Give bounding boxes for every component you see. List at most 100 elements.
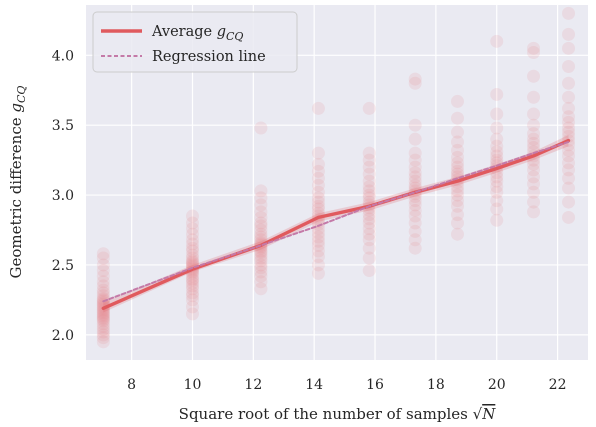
sample-point-5-13 [408, 174, 422, 188]
sample-point-2-19 [254, 223, 268, 237]
sample-point-8-16 [527, 90, 541, 104]
sample-point-6-19 [450, 111, 464, 125]
sample-point-5-1 [408, 233, 422, 247]
sample-point-8-18 [527, 46, 541, 60]
sample-point-3-22 [311, 157, 325, 171]
sample-point-5-21 [408, 76, 422, 90]
sample-point-3-15 [311, 199, 325, 213]
sample-point-3-19 [311, 178, 325, 192]
sample-point-8-10 [527, 141, 541, 155]
sample-point-1-0 [185, 307, 199, 321]
sample-point-8-5 [527, 163, 541, 177]
sample-point-7-13 [490, 145, 504, 159]
sample-point-3-3 [311, 244, 325, 258]
sample-point-3-0 [311, 266, 325, 280]
sample-point-1-4 [185, 286, 199, 300]
sample-point-4-4 [362, 227, 376, 241]
sample-point-8-2 [527, 185, 541, 199]
x-tick-label-1: 10 [184, 377, 202, 393]
sample-point-3-17 [311, 191, 325, 205]
sample-point-9-18 [562, 59, 576, 73]
legend-regression-label: Regression line [152, 49, 266, 65]
x-tick-label-4: 16 [366, 377, 384, 393]
sample-point-8-1 [527, 195, 541, 209]
y-tick-label-1: 2.5 [52, 258, 74, 274]
sample-point-9-1 [562, 195, 576, 209]
sample-point-6-4 [450, 194, 464, 208]
sample-point-0-29 [96, 269, 110, 283]
x-tick-labels: 8 10 12 14 16 18 20 22 [127, 377, 566, 393]
sample-point-2-0 [254, 282, 268, 296]
sample-point-4-2 [362, 241, 376, 255]
sample-point-8-4 [527, 170, 541, 184]
sample-point-7-17 [490, 107, 504, 121]
sample-point-8-19 [527, 41, 541, 55]
sample-point-6-5 [450, 188, 464, 202]
y-tick-label-4: 4.0 [52, 48, 74, 64]
sample-point-4-21 [362, 146, 376, 160]
sample-point-1-24 [185, 241, 199, 255]
sample-point-0-1 [96, 331, 110, 345]
sample-point-8-15 [527, 107, 541, 121]
sample-point-9-16 [562, 90, 576, 104]
sample-point-1-26 [185, 233, 199, 247]
sample-point-1-25 [185, 237, 199, 251]
sample-point-9-19 [562, 41, 576, 55]
sample-point-0-2 [96, 328, 110, 342]
sample-point-4-5 [362, 222, 376, 236]
sample-point-6-15 [450, 150, 464, 164]
sample-point-3-24 [311, 101, 325, 115]
sample-point-4-16 [362, 180, 376, 194]
sample-point-4-15 [362, 184, 376, 198]
sample-point-7-14 [490, 139, 504, 153]
sample-point-0-12 [96, 307, 110, 321]
sample-point-3-21 [311, 164, 325, 178]
sample-point-0-9 [96, 311, 110, 325]
sample-point-3-7 [311, 226, 325, 240]
sample-point-9-20 [562, 27, 576, 41]
sample-point-0-13 [96, 305, 110, 319]
sample-point-5-6 [408, 198, 422, 212]
sample-point-4-0 [362, 264, 376, 278]
sample-point-9-14 [562, 110, 576, 124]
sample-point-1-30 [185, 209, 199, 223]
sample-point-7-0 [490, 213, 504, 227]
y-tick-label-3: 3.5 [52, 118, 74, 134]
sample-point-0-32 [96, 251, 110, 265]
sample-point-6-14 [450, 156, 464, 170]
y-tick-labels: 2.0 2.5 3.0 3.5 4.0 [52, 48, 74, 344]
sample-point-7-3 [490, 185, 504, 199]
sample-point-9-0 [562, 210, 576, 224]
sample-point-1-3 [185, 289, 199, 303]
sample-point-5-22 [408, 72, 422, 86]
sample-point-7-6 [490, 170, 504, 184]
sample-point-0-23 [96, 292, 110, 306]
sample-point-3-1 [311, 258, 325, 272]
sample-point-7-11 [490, 153, 504, 167]
x-tick-label-5: 18 [427, 377, 445, 393]
sample-point-9-15 [562, 101, 576, 115]
sample-point-6-1 [450, 216, 464, 230]
sample-point-0-26 [96, 283, 110, 297]
sample-point-7-12 [490, 149, 504, 163]
sample-point-4-1 [362, 251, 376, 265]
sample-point-1-7 [185, 276, 199, 290]
sample-point-9-5 [562, 156, 576, 170]
sample-point-0-10 [96, 310, 110, 324]
sample-point-5-14 [408, 170, 422, 184]
sample-point-4-7 [362, 212, 376, 226]
sample-point-1-23 [185, 244, 199, 258]
sample-point-1-29 [185, 216, 199, 230]
legend-box [92, 11, 298, 73]
sample-point-0-0 [96, 335, 110, 349]
sample-point-2-17 [254, 230, 268, 244]
y-tick-label-0: 2.0 [52, 328, 74, 344]
sample-point-3-4 [311, 238, 325, 252]
sample-point-3-5 [311, 234, 325, 248]
sample-point-6-6 [450, 184, 464, 198]
x-tick-label-3: 14 [305, 377, 323, 393]
x-axis-label: Square root of the number of samples √N [179, 405, 497, 423]
sample-point-0-6 [96, 317, 110, 331]
sample-point-5-0 [408, 241, 422, 255]
